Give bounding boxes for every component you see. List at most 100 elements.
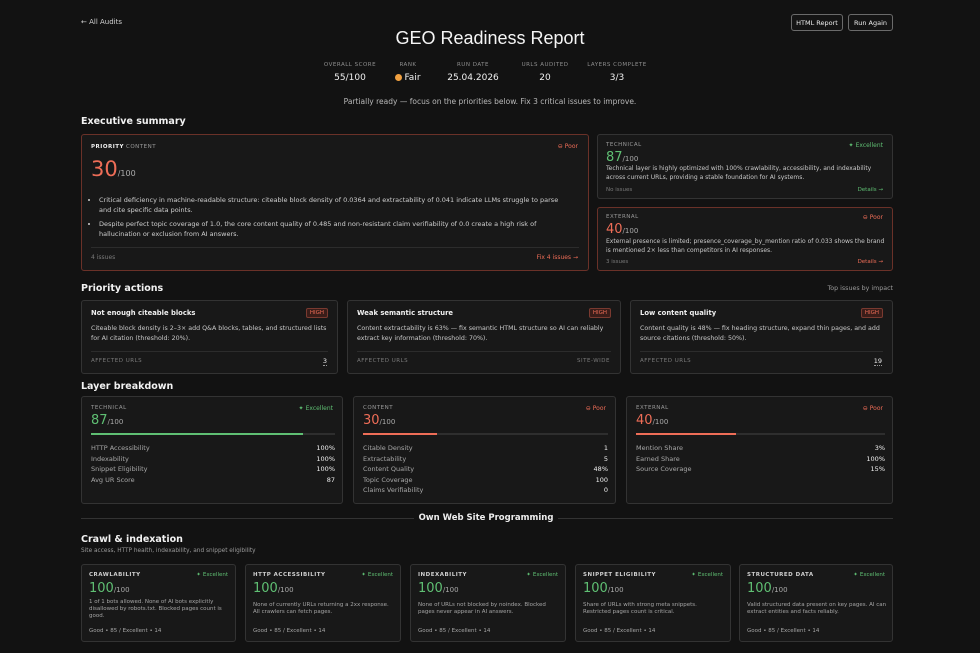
section-divider-left — [81, 518, 414, 519]
action-title: Low content quality — [640, 309, 717, 317]
warning-icon: ⊖ — [557, 143, 563, 150]
layer-score: 30/100 — [363, 413, 396, 428]
layer-progress-fill — [363, 433, 437, 435]
warning-icon: ⊖ — [862, 405, 868, 412]
metric-row: Citable Density 1 — [363, 444, 608, 453]
layer-label: EXTERNAL — [636, 405, 669, 411]
sparkle-icon: ✦ — [853, 572, 858, 578]
fix-issues-link[interactable]: Fix 4 issues → — [536, 254, 578, 261]
priority-category: CONTENT — [126, 144, 157, 150]
divider — [357, 351, 611, 352]
crawl-heading: Crawl & indexation — [81, 534, 183, 545]
run-again-button[interactable]: Run Again — [848, 14, 893, 31]
metric-row: HTTP Accessibility 100% — [91, 444, 335, 453]
sparkle-icon: ✦ — [691, 572, 696, 578]
stat-rank: RANK Fair — [383, 62, 433, 83]
crawl-card-footer: Good • 85 / Excellent • 14 — [89, 628, 162, 634]
warning-icon: ⊖ — [862, 214, 868, 221]
layer-card-external: EXTERNAL ⊖ Poor 40/100 Mention Share 3% Ea… — [626, 396, 893, 504]
crawl-card-footer: Good • 85 / Excellent • 14 — [253, 628, 326, 634]
priority-card: PRIORITY CONTENT ⊖Poor 30/100 Critical d… — [81, 134, 589, 271]
action-text: Content quality is 48% — fix heading str… — [640, 325, 880, 342]
warning-icon: ⊖ — [585, 405, 591, 412]
stat-overall-score: OVERALL SCORE 55/100 — [323, 62, 377, 83]
action-text: Citeable block density is 2–3× add Q&A b… — [91, 325, 327, 342]
technical-summary-text: Technical layer is highly optimized with… — [606, 165, 872, 181]
action-card[interactable]: Low content quality HIGH Content quality… — [630, 300, 893, 374]
crawl-status-badge: ✦ Excellent — [691, 572, 723, 578]
priority-badge: HIGH — [860, 308, 883, 318]
affected-urls-value: SITE-WIDE — [577, 358, 610, 364]
metric-row: Claims Verifiability 0 — [363, 486, 608, 495]
crawl-card-label: INDEXABILITY — [418, 572, 467, 578]
crawl-card-label: SNIPPET ELIGIBILITY — [583, 572, 656, 578]
crawl-card-score: 100/100 — [253, 581, 294, 596]
section-divider-title: Own Web Site Programming — [418, 513, 554, 523]
crawl-card-label: CRAWLABILITY — [89, 572, 141, 578]
crawl-card-text: None of currently URLs returning a 2xx r… — [253, 602, 389, 615]
crawl-card: INDEXABILITY ✦ Excellent 100/100 None of … — [410, 564, 566, 642]
priority-actions-aside: Top issues by impact — [827, 285, 893, 292]
layer-metrics: Mention Share 3% Earned Share 100% Source … — [636, 443, 885, 475]
action-card[interactable]: Weak semantic structure HIGH Content ext… — [347, 300, 621, 374]
external-details-link[interactable]: Details → — [857, 259, 883, 265]
layer-status-badge: ⊖ Poor — [585, 405, 606, 412]
crawl-card-footer: Good • 85 / Excellent • 14 — [583, 628, 656, 634]
divider — [91, 247, 579, 248]
crawl-status-badge: ✦ Excellent — [526, 572, 558, 578]
summary-subtitle: Partially ready — focus on the prioritie… — [343, 97, 637, 106]
html-report-button[interactable]: HTML Report — [791, 14, 843, 31]
layer-status-badge: ✦ Excellent — [298, 405, 333, 412]
crawl-card-label: STRUCTURED DATA — [747, 572, 814, 578]
priority-bullets: Critical deficiency in machine-readable … — [91, 195, 561, 243]
priority-issues-count: 4 issues — [91, 254, 116, 261]
external-summary-score: 40/100 — [606, 222, 639, 237]
stat-layers-complete: LAYERS COMPLETE 3/3 — [587, 62, 647, 83]
back-link-label: All Audits — [89, 18, 123, 26]
crawl-card-score: 100/100 — [747, 581, 788, 596]
technical-issues-count: No issues — [606, 187, 633, 193]
divider — [91, 351, 328, 352]
crawl-card: HTTP ACCESSIBILITY ✦ Excellent 100/100 No… — [245, 564, 401, 642]
technical-details-link[interactable]: Details → — [857, 187, 883, 193]
arrow-left-icon: ← — [81, 18, 87, 26]
affected-urls-value[interactable]: 3 — [322, 357, 327, 366]
action-title: Not enough citeable blocks — [91, 309, 196, 317]
action-card[interactable]: Not enough citeable blocks HIGH Citeable… — [81, 300, 338, 374]
crawl-card: STRUCTURED DATA ✦ Excellent 100/100 Valid… — [739, 564, 893, 642]
metric-row: Content Quality 48% — [363, 465, 608, 474]
affected-urls-label: AFFECTED URLS — [640, 358, 692, 364]
crawl-card: SNIPPET ELIGIBILITY ✦ Excellent 100/100 S… — [575, 564, 731, 642]
crawl-status-badge: ✦ Excellent — [361, 572, 393, 578]
crawl-card-score: 100/100 — [583, 581, 624, 596]
layer-score: 87/100 — [91, 413, 124, 428]
crawl-card: CRAWLABILITY ✦ Excellent 100/100 1 of 1 b… — [81, 564, 236, 642]
priority-badge: HIGH — [305, 308, 328, 318]
external-summary-label: EXTERNAL — [606, 214, 639, 220]
layer-progress-fill — [636, 433, 736, 435]
action-text: Content extractability is 63% — fix sema… — [357, 325, 604, 342]
layer-progress-fill — [91, 433, 304, 435]
external-summary-card: EXTERNAL ⊖ Poor 40/100 External presence … — [597, 207, 893, 271]
layer-label: CONTENT — [363, 405, 394, 411]
action-title: Weak semantic structure — [357, 309, 454, 317]
crawl-card-score: 100/100 — [418, 581, 459, 596]
priority-bullet: Critical deficiency in machine-readable … — [99, 195, 561, 215]
crawl-subheading: Site access, HTTP health, indexability, … — [81, 548, 256, 554]
priority-bullet: Despite perfect topic coverage of 1.0, t… — [99, 219, 561, 239]
crawl-status-badge: ✦ Excellent — [196, 572, 228, 578]
external-summary-text: External presence is limited; presence_c… — [606, 238, 885, 254]
technical-status-badge: ✦ Excellent — [848, 142, 883, 149]
divider — [640, 351, 883, 352]
crawl-card-text: 1 of 1 bots allowed. None of AI bots exp… — [89, 599, 222, 619]
external-issues-count: 3 issues — [606, 259, 629, 265]
stat-urls-audited: URLS AUDITED 20 — [521, 62, 569, 83]
affected-urls-label: AFFECTED URLS — [357, 358, 409, 364]
sparkle-icon: ✦ — [848, 142, 854, 149]
layer-score: 40/100 — [636, 413, 669, 428]
affected-urls-value[interactable]: 19 — [873, 357, 882, 366]
back-link[interactable]: ← All Audits — [81, 18, 122, 26]
priority-actions-heading: Priority actions — [81, 283, 164, 294]
metric-row: Snippet Eligibility 100% — [91, 465, 335, 474]
layer-card-technical: TECHNICAL ✦ Excellent 87/100 HTTP Accessi… — [81, 396, 343, 504]
